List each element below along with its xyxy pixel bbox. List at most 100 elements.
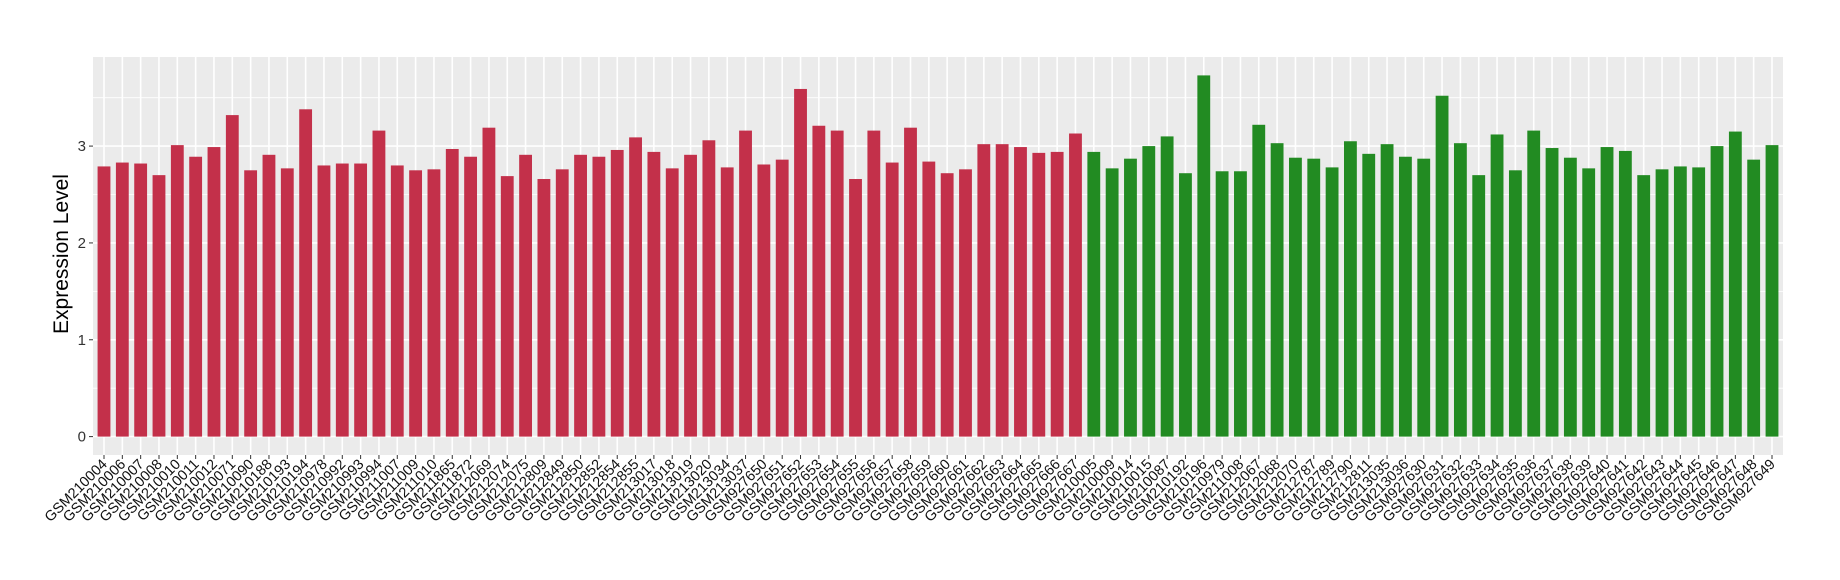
bar-GSM211872: [464, 156, 478, 437]
bar-GSM212075: [519, 154, 532, 437]
bar-GSM927630: [1417, 158, 1431, 437]
y-tick-label: 2: [78, 235, 86, 252]
bar-GSM927632: [1453, 143, 1467, 437]
bar-GSM210007: [134, 163, 148, 437]
bar-GSM212070: [1289, 157, 1302, 437]
bar-GSM927661: [959, 169, 972, 437]
bar-GSM212789: [1325, 167, 1339, 437]
bar-GSM210979: [1215, 171, 1229, 437]
bar-GSM212067: [1252, 124, 1266, 437]
bar-GSM210071: [225, 115, 239, 437]
y-axis-title: Expression Level: [50, 174, 73, 334]
bar-GSM211009: [409, 170, 423, 437]
bar-GSM213018: [665, 168, 679, 437]
bar-GSM927660: [940, 173, 954, 437]
bar-GSM212849: [555, 169, 569, 437]
bar-GSM210009: [1105, 168, 1119, 437]
bar-GSM927650: [757, 164, 771, 437]
bar-GSM210090: [244, 170, 258, 437]
y-axis: 0 1 2 3: [78, 138, 93, 446]
bar-GSM927663: [995, 144, 1009, 437]
bar-GSM927666: [1050, 151, 1064, 437]
bar-GSM210008: [152, 175, 166, 437]
bar-GSM213020: [702, 140, 716, 437]
bar-GSM210193: [280, 168, 294, 437]
bar-GSM212809: [537, 179, 551, 437]
bar-GSM212854: [610, 149, 624, 437]
bar-GSM927647: [1728, 131, 1742, 437]
bar-GSM212855: [629, 137, 642, 437]
bar-GSM927658: [904, 127, 917, 437]
bar-GSM212787: [1307, 158, 1321, 437]
bar-GSM213035: [1380, 144, 1394, 437]
bar-GSM210994: [372, 130, 386, 437]
bar-GSM210188: [262, 154, 276, 437]
bar-GSM211007: [390, 165, 404, 437]
bar-GSM927635: [1508, 170, 1522, 437]
bar-GSM212850: [574, 154, 587, 437]
bar-GSM927654: [830, 130, 844, 437]
bar-GSM213017: [647, 151, 661, 437]
bar-GSM927662: [977, 144, 991, 437]
bar-GSM927636: [1527, 130, 1541, 437]
bar-GSM927656: [867, 130, 881, 437]
bar-GSM213036: [1398, 156, 1412, 437]
bar-GSM212790: [1344, 141, 1357, 437]
bar-GSM210004: [97, 166, 111, 437]
bar-GSM210011: [189, 156, 203, 437]
bar-GSM211010: [427, 169, 441, 437]
x-axis: GSM210004GSM210006GSM210007GSM210008GSM2…: [42, 455, 1779, 525]
bar-GSM211008: [1234, 171, 1247, 437]
bar-GSM213034: [720, 167, 734, 437]
bar-GSM212068: [1270, 143, 1284, 437]
bar-GSM927638: [1563, 157, 1577, 437]
bar-GSM927642: [1637, 175, 1651, 437]
y-tick-label: 3: [78, 138, 86, 155]
bar-GSM213019: [684, 154, 697, 437]
bar-GSM210087: [1160, 136, 1174, 437]
bar-GSM210993: [354, 163, 368, 437]
bar-GSM927641: [1618, 150, 1632, 437]
bar-GSM210005: [1087, 151, 1101, 437]
bar-GSM212069: [482, 127, 496, 437]
bar-GSM210192: [1179, 173, 1192, 437]
bar-GSM927667: [1069, 133, 1082, 437]
bar-GSM210196: [1197, 75, 1211, 437]
bar-GSM927649: [1765, 145, 1779, 437]
bar-GSM213037: [739, 130, 752, 437]
bar-GSM927646: [1710, 146, 1724, 437]
bar-GSM927640: [1600, 147, 1614, 437]
bar-GSM210978: [317, 165, 331, 437]
bar-GSM210194: [299, 109, 313, 437]
bars: [97, 75, 1779, 437]
bar-GSM210014: [1124, 158, 1137, 437]
y-tick-label: 1: [78, 332, 86, 349]
bar-GSM927664: [1014, 147, 1027, 437]
bar-GSM927639: [1582, 168, 1596, 437]
bar-GSM927655: [849, 179, 862, 437]
bar-GSM212074: [500, 176, 514, 437]
bar-GSM210010: [170, 145, 184, 437]
bar-GSM210992: [335, 163, 349, 437]
bar-GSM927645: [1692, 167, 1706, 437]
bar-GSM927657: [885, 162, 899, 437]
y-tick-label: 0: [78, 429, 86, 446]
bar-GSM927634: [1490, 134, 1504, 437]
bar-GSM211865: [445, 148, 459, 437]
bar-GSM927653: [812, 125, 826, 437]
bar-GSM927659: [922, 161, 936, 437]
bar-GSM927665: [1032, 152, 1046, 437]
bar-GSM927648: [1747, 159, 1761, 437]
bar-GSM212852: [592, 156, 606, 437]
bar-GSM927631: [1435, 95, 1449, 437]
bar-GSM927652: [794, 88, 807, 437]
bar-GSM927644: [1673, 166, 1687, 437]
bar-GSM927651: [775, 159, 789, 437]
bar-GSM210006: [115, 162, 129, 437]
bar-GSM927643: [1655, 169, 1669, 437]
bar-GSM927633: [1472, 175, 1486, 437]
bar-GSM212811: [1362, 153, 1376, 437]
bar-GSM927637: [1545, 148, 1559, 437]
bar-GSM210015: [1142, 146, 1156, 437]
